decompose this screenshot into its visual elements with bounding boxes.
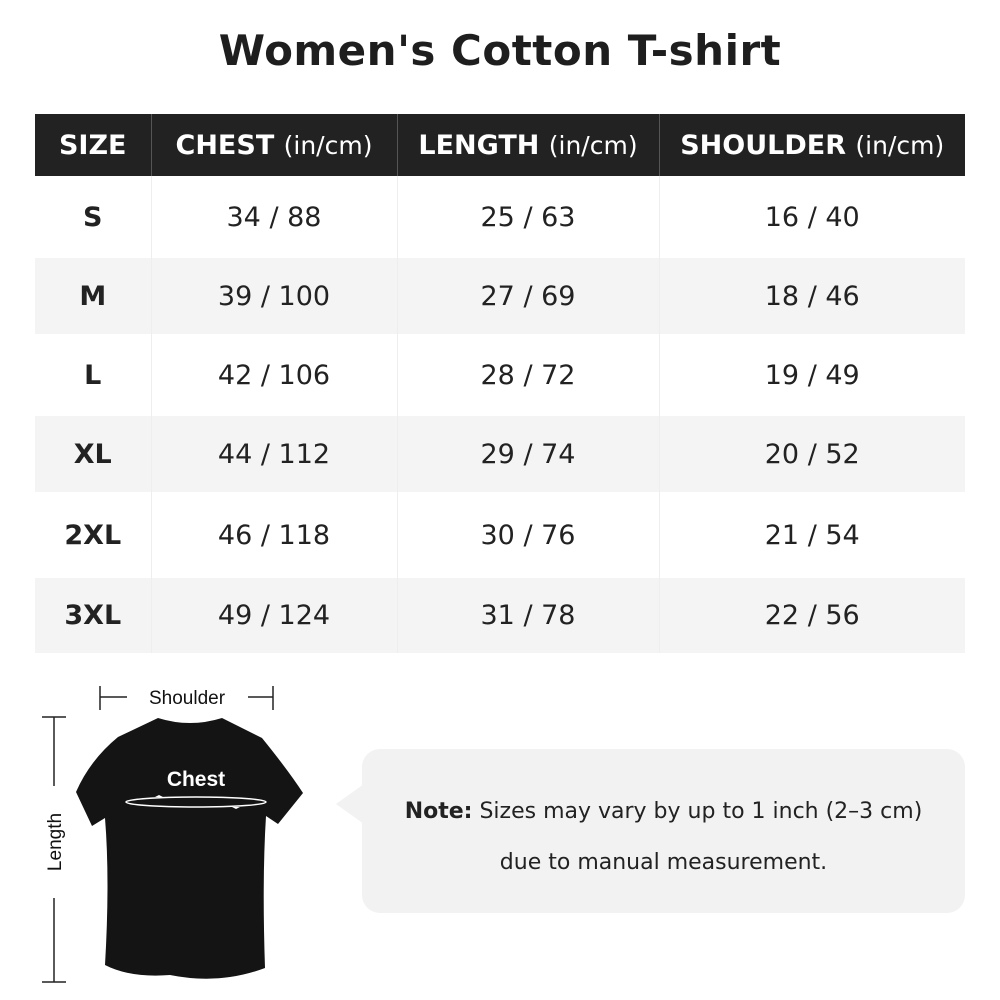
table-row: XL 44 / 112 29 / 74 20 / 52	[35, 416, 965, 492]
shoulder-cell: 22 / 56	[659, 578, 965, 653]
length-dimension-line	[42, 716, 66, 983]
note-text: Sizes may vary by up to 1 inch (2–3 cm)	[472, 799, 923, 824]
chest-cell: 34 / 88	[151, 176, 398, 258]
shoulder-cell: 16 / 40	[659, 176, 965, 258]
table-row: 3XL 49 / 124 31 / 78 22 / 56	[35, 578, 965, 653]
header-unit: (in/cm)	[283, 130, 373, 160]
note-label: Note:	[404, 799, 473, 824]
size-cell: S	[35, 176, 152, 258]
length-cell: 28 / 72	[397, 334, 660, 416]
header-label: SHOULDER	[680, 129, 847, 161]
size-cell: L	[35, 334, 152, 416]
size-cell: XL	[35, 416, 152, 492]
shoulder-label: Shoulder	[149, 688, 226, 709]
header-chest: CHEST (in/cm)	[151, 114, 398, 176]
size-cell: 2XL	[35, 492, 152, 578]
chest-label: Chest	[167, 768, 225, 791]
length-cell: 27 / 69	[397, 258, 660, 334]
tshirt-diagram: Shoulder Length Chest	[42, 686, 303, 983]
header-unit: (in/cm)	[855, 130, 945, 160]
header-size: SIZE	[35, 114, 152, 176]
table-row: L 42 / 106 28 / 72 19 / 49	[35, 334, 965, 416]
shoulder-dimension-line	[99, 686, 274, 710]
table-row: M 39 / 100 27 / 69 18 / 46	[35, 258, 965, 334]
length-cell: 25 / 63	[397, 176, 660, 258]
table-row: S 34 / 88 25 / 63 16 / 40	[35, 176, 965, 258]
chest-measure-loop	[125, 796, 267, 808]
size-cell: 3XL	[35, 578, 152, 653]
header-length: LENGTH (in/cm)	[397, 114, 660, 176]
header-label: CHEST	[175, 129, 275, 161]
header-label: LENGTH	[418, 129, 540, 161]
table-row: 2XL 46 / 118 30 / 76 21 / 54	[35, 492, 965, 578]
length-cell: 31 / 78	[397, 578, 660, 653]
note-line-2: due to manual measurement.	[499, 850, 828, 875]
shoulder-cell: 19 / 49	[659, 334, 965, 416]
shoulder-cell: 18 / 46	[659, 258, 965, 334]
length-label: Length	[45, 813, 66, 871]
length-cell: 30 / 76	[397, 492, 660, 578]
chest-cell: 42 / 106	[151, 334, 398, 416]
chest-cell: 46 / 118	[151, 492, 398, 578]
note-line-1: Note: Sizes may vary by up to 1 inch (2–…	[362, 799, 965, 824]
length-cell: 29 / 74	[397, 416, 660, 492]
chest-cell: 44 / 112	[151, 416, 398, 492]
table-header-row: SIZE CHEST (in/cm) LENGTH (in/cm) SHOULD…	[35, 114, 965, 176]
shoulder-cell: 20 / 52	[659, 416, 965, 492]
shoulder-cell: 21 / 54	[659, 492, 965, 578]
page-title: Women's Cotton T-shirt	[218, 26, 782, 75]
tshirt-icon	[76, 718, 303, 979]
header-unit: (in/cm)	[548, 130, 638, 160]
note-box: Note: Sizes may vary by up to 1 inch (2–…	[362, 749, 965, 913]
header-shoulder: SHOULDER (in/cm)	[659, 114, 965, 176]
size-chart-table: SIZE CHEST (in/cm) LENGTH (in/cm) SHOULD…	[35, 114, 965, 653]
note-bubble-tail	[336, 784, 364, 824]
size-cell: M	[35, 258, 152, 334]
chest-cell: 49 / 124	[151, 578, 398, 653]
header-label: SIZE	[58, 129, 127, 161]
chest-cell: 39 / 100	[151, 258, 398, 334]
